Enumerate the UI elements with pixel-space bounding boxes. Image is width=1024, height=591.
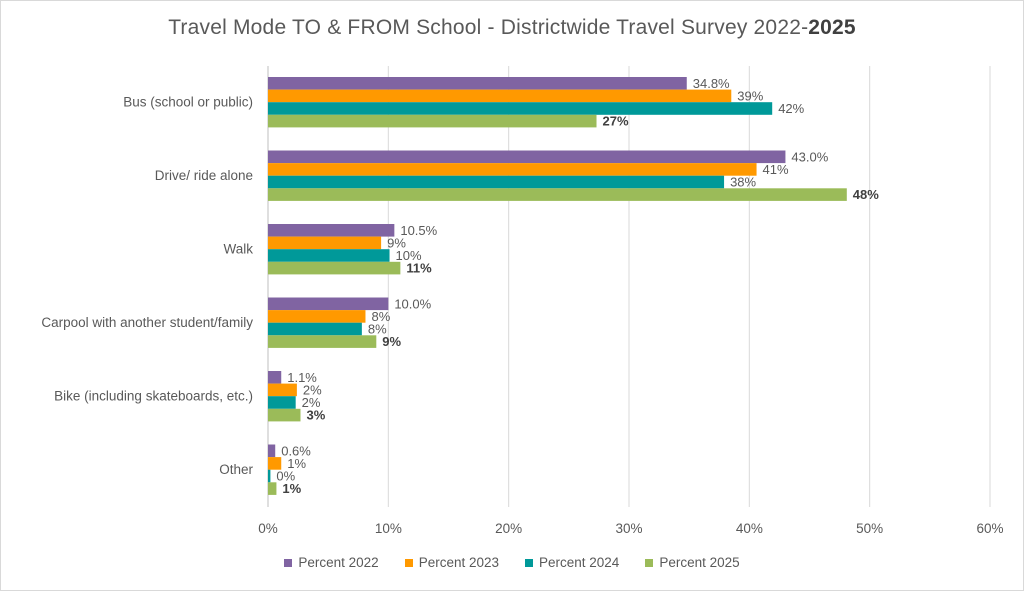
legend-swatch bbox=[284, 558, 293, 567]
x-tick-label: 30% bbox=[615, 521, 642, 536]
bar bbox=[268, 188, 847, 201]
legend-label: Percent 2025 bbox=[659, 555, 740, 570]
data-label: 42% bbox=[778, 101, 804, 116]
bar bbox=[268, 224, 395, 237]
legend: Percent 2022 Percent 2023 Percent 2024 Perc… bbox=[0, 555, 1024, 570]
bar bbox=[268, 335, 377, 348]
data-label: 41% bbox=[763, 162, 789, 177]
legend-label: Percent 2023 bbox=[418, 555, 499, 570]
bar bbox=[268, 322, 362, 336]
data-label: 8% bbox=[371, 309, 390, 324]
x-tick-label: 0% bbox=[258, 521, 278, 536]
data-label: 48% bbox=[853, 187, 879, 202]
bar bbox=[268, 261, 401, 275]
data-label: 10.5% bbox=[400, 223, 437, 238]
bar bbox=[268, 249, 390, 262]
data-label: 38% bbox=[730, 175, 756, 190]
bars: 34.8%39%42%27%43.0%41%38%48%10.5%9%10%11… bbox=[268, 76, 879, 496]
bar bbox=[268, 89, 732, 103]
bar bbox=[268, 469, 271, 483]
data-label: 2% bbox=[303, 382, 322, 397]
data-label: 27% bbox=[603, 114, 629, 129]
bar bbox=[268, 444, 276, 458]
data-label: 11% bbox=[406, 261, 432, 276]
category-label: Walk bbox=[224, 242, 254, 257]
category-label: Bus (school or public) bbox=[123, 95, 253, 110]
x-tick-label: 50% bbox=[856, 521, 883, 536]
legend-item: Percent 2022 bbox=[284, 555, 379, 570]
data-label: 10% bbox=[396, 248, 422, 263]
data-label: 1% bbox=[282, 481, 301, 496]
chart-title: Travel Mode TO & FROM School - Districtw… bbox=[0, 16, 1024, 40]
gridlines bbox=[267, 66, 991, 507]
legend-item: Percent 2024 bbox=[525, 555, 619, 570]
bar bbox=[268, 114, 597, 128]
legend-swatch bbox=[525, 558, 533, 567]
data-label: 9% bbox=[382, 334, 401, 349]
category-labels: Bus (school or public) Drive/ ride alone W… bbox=[41, 95, 253, 478]
data-label: 0.6% bbox=[281, 443, 311, 458]
bar bbox=[268, 236, 382, 250]
data-label: 0% bbox=[276, 469, 295, 484]
data-label: 43.0% bbox=[791, 149, 828, 164]
legend-item: Percent 2023 bbox=[404, 555, 499, 570]
bar bbox=[268, 396, 296, 409]
data-label: 9% bbox=[387, 235, 406, 250]
data-label: 34.8% bbox=[693, 76, 730, 91]
category-label: Drive/ ride alone bbox=[155, 168, 253, 183]
bar bbox=[268, 150, 786, 164]
legend-swatch bbox=[645, 558, 654, 567]
category-label: Other bbox=[219, 462, 253, 477]
x-tick-label: 60% bbox=[976, 521, 1003, 536]
x-tick-label: 20% bbox=[495, 521, 522, 536]
data-label: 10.0% bbox=[394, 296, 431, 311]
bar bbox=[268, 102, 773, 115]
data-label: 3% bbox=[306, 408, 325, 423]
bar bbox=[268, 77, 687, 90]
data-label: 2% bbox=[302, 395, 321, 410]
bar bbox=[268, 163, 757, 176]
bar bbox=[268, 482, 277, 495]
legend-label: Percent 2024 bbox=[539, 555, 620, 570]
category-label: Bike (including skateboards, etc.) bbox=[54, 389, 253, 404]
x-tick-label: 10% bbox=[375, 521, 402, 536]
bar bbox=[268, 310, 366, 323]
bar bbox=[268, 408, 301, 422]
chart-title-main: Travel Mode TO & FROM School - Districtw… bbox=[168, 16, 809, 39]
bar bbox=[268, 297, 389, 311]
data-label: 39% bbox=[737, 88, 763, 103]
legend-swatch bbox=[404, 558, 413, 567]
bar bbox=[268, 457, 282, 470]
bar bbox=[268, 175, 725, 189]
legend-item: Percent 2025 bbox=[645, 555, 740, 570]
data-label: 1.1% bbox=[287, 370, 317, 385]
chart-title-emphasis: 2025 bbox=[808, 16, 856, 39]
data-label: 8% bbox=[368, 322, 387, 337]
bar bbox=[268, 371, 282, 384]
x-tick-label: 40% bbox=[736, 521, 763, 536]
legend-label: Percent 2022 bbox=[298, 555, 379, 570]
bar bbox=[268, 383, 297, 397]
data-label: 1% bbox=[287, 456, 306, 471]
category-label: Carpool with another student/family bbox=[41, 315, 253, 330]
x-tick-labels: 0% 10% 20% 30% 40% 50% 60% bbox=[258, 521, 1003, 536]
